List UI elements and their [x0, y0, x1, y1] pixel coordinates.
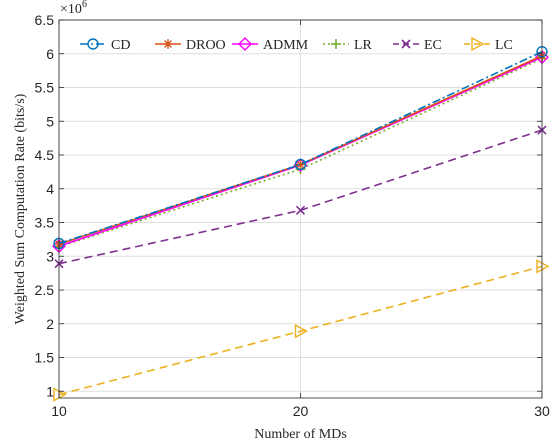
- y-tick-label: 2.5: [35, 282, 55, 298]
- legend-item-lc: LC: [464, 36, 513, 53]
- y-axis-label: Weighted Sum Computation Rate (bits/s): [13, 93, 28, 324]
- y-tick-label: 5.5: [35, 80, 55, 96]
- series-line: [58, 51, 543, 245]
- y-tick-label: 1.5: [35, 350, 55, 366]
- legend-marker: [401, 39, 411, 49]
- legend-item-droo: DROO: [155, 38, 226, 53]
- x-tick-label: 10: [51, 403, 67, 419]
- data-point: [295, 159, 306, 170]
- data-point: [294, 158, 307, 171]
- series-line: [58, 265, 543, 396]
- y-tick-label: 6: [46, 46, 54, 62]
- legend-item-admm: ADMM: [232, 37, 309, 53]
- y-tick-label: 3.5: [35, 215, 55, 231]
- series-line: [58, 57, 543, 248]
- legend-label: ADMM: [263, 38, 309, 53]
- y-exponent-base: ×10: [60, 2, 82, 17]
- legend-label: CD: [111, 38, 130, 53]
- legend-marker: [331, 39, 341, 49]
- legend: CD DROO ADMM LR EC LC: [80, 36, 513, 53]
- legend-label: LR: [354, 38, 373, 53]
- legend-item-ec: EC: [393, 38, 442, 53]
- y-tick-label: 4.5: [35, 147, 55, 163]
- legend-item-cd: CD: [80, 38, 130, 53]
- legend-marker: [238, 37, 252, 51]
- legend-marker: [163, 39, 173, 49]
- x-axis-label: Number of MDs: [254, 427, 347, 442]
- y-tick-label: 2: [46, 316, 54, 332]
- y-tick-label: 1: [46, 383, 54, 399]
- legend-label: EC: [424, 38, 442, 53]
- y-tick-label: 5: [46, 113, 54, 129]
- y-tick-label: 4: [46, 181, 54, 197]
- legend-label: DROO: [186, 38, 226, 53]
- data-point: [536, 259, 550, 274]
- legend-item-lr: LR: [323, 38, 373, 53]
- y-tick-label: 6.5: [35, 12, 55, 28]
- legend-marker: [471, 36, 485, 52]
- y-tick-label: 3: [46, 248, 54, 264]
- x-tick-label: 30: [534, 403, 550, 419]
- x-tick-label: 20: [293, 403, 309, 419]
- data-point: [295, 205, 306, 215]
- ticks: 1 1.5 2 2.5 3 3.5 4 4.5 5 5.5 6 6.5 10 20 30: [35, 12, 550, 419]
- y-exponent: ×10 6: [60, 0, 87, 17]
- y-exponent-power: 6: [82, 0, 87, 10]
- legend-label: LC: [495, 38, 513, 53]
- data-point: [294, 323, 308, 339]
- legend-marker: [87, 38, 99, 50]
